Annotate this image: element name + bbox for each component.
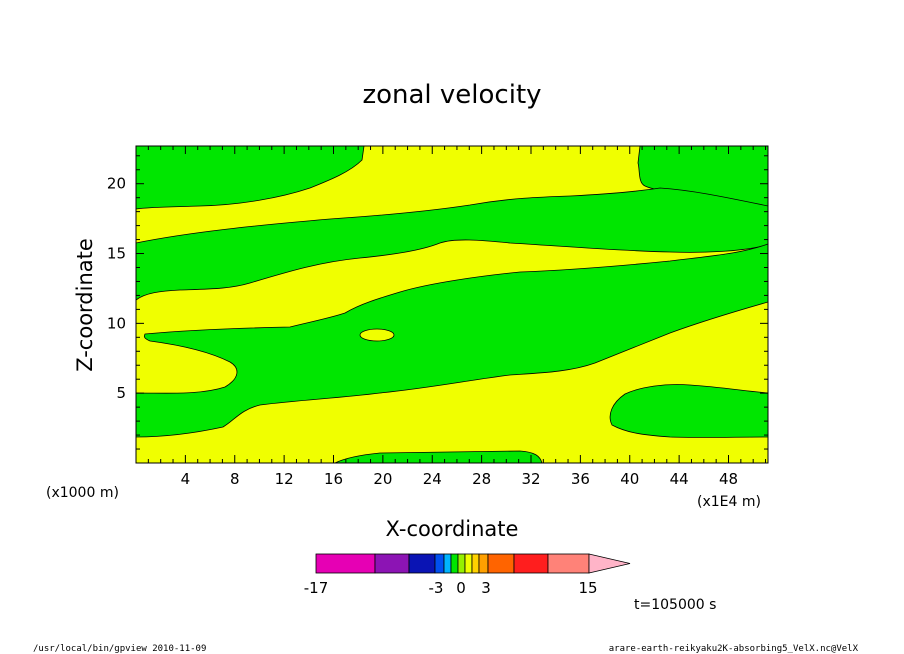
- x-tick-label: 44: [670, 470, 689, 488]
- x-axis-label: X-coordinate: [386, 517, 519, 541]
- plot-frame: [135, 145, 769, 464]
- colorbar-segment: [471, 553, 480, 574]
- colorbar-segment: [464, 553, 473, 574]
- x-tick-label: 12: [275, 470, 294, 488]
- x-tick-label: 40: [620, 470, 639, 488]
- colorbar-tick-label: 3: [481, 579, 491, 597]
- x-axis: 4 8 12 16 20 24 28 32 36 40 44 48: [147, 146, 767, 488]
- colorbar-arrow: [588, 553, 631, 574]
- contour-region-bottom: [334, 450, 543, 464]
- colorbar: [315, 553, 631, 574]
- colorbar-segment: [443, 553, 452, 574]
- y-tick-label: 20: [107, 175, 126, 193]
- colorbar-segment: [487, 553, 515, 574]
- y-tick-label: 5: [116, 384, 126, 402]
- x-tick-label: 28: [472, 470, 491, 488]
- colorbar-tick-label: -17: [304, 579, 329, 597]
- x-unit-left: (x1000 m): [46, 485, 119, 501]
- colorbar-tick-label: -3: [429, 579, 444, 597]
- colorbar-segment: [374, 553, 410, 574]
- x-tick-label: 24: [423, 470, 442, 488]
- y-tick-label: 15: [107, 245, 126, 263]
- contour-region-middle-band: [135, 243, 769, 438]
- x-tick-label: 36: [571, 470, 590, 488]
- contour-region-upper-band: [135, 187, 769, 301]
- plot-area: [135, 145, 769, 464]
- colorbar-segment: [434, 553, 445, 574]
- x-unit-right: (x1E4 m): [697, 494, 761, 510]
- contour-fills: [135, 145, 769, 464]
- time-label: t=105000 s: [634, 597, 716, 613]
- y-tick-label: 10: [107, 314, 126, 332]
- y-axis-label: Z-coordinate: [73, 238, 97, 372]
- colorbar-tick-label: 15: [578, 579, 597, 597]
- x-tick-label: 4: [181, 470, 191, 488]
- chart-title: zonal velocity: [362, 80, 541, 110]
- contour-region-top-left: [135, 145, 365, 210]
- x-tick-label: 16: [324, 470, 343, 488]
- x-tick-label: 20: [373, 470, 392, 488]
- contour-region-lower-right: [609, 384, 769, 438]
- x-tick-label: 48: [719, 470, 738, 488]
- x-tick-label: 8: [230, 470, 240, 488]
- colorbar-tick-label: 0: [456, 579, 466, 597]
- colorbar-segment: [513, 553, 549, 574]
- colorbar-segment: [408, 553, 436, 574]
- contour-region-yellow-ellipse: [359, 328, 395, 342]
- colorbar-segment: [478, 553, 489, 574]
- y-axis: 5 10 15 20: [107, 155, 768, 450]
- colorbar-segment: [315, 553, 376, 574]
- colorbar-segment: [457, 553, 466, 574]
- footer-left: /usr/local/bin/gpview 2010-11-09: [33, 644, 206, 654]
- colorbar-segment: [547, 553, 590, 574]
- colorbar-tick-labels: -17 -3 0 3 15: [304, 579, 598, 597]
- colorbar-segment: [450, 553, 459, 574]
- x-tick-label: 32: [521, 470, 540, 488]
- footer-right: arare-earth-reikyaku2K-absorbing5_VelX.n…: [609, 644, 859, 654]
